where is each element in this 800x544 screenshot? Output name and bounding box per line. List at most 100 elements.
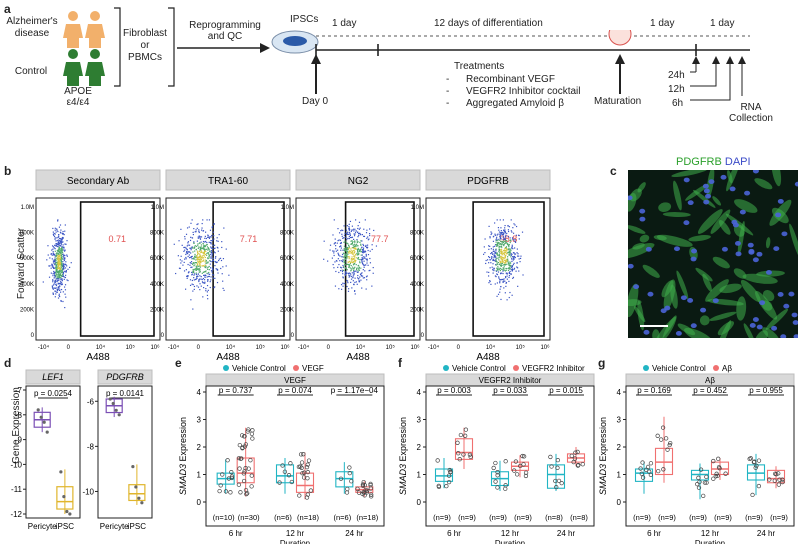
flow-event-dot [502, 281, 504, 283]
cell-process [652, 329, 660, 338]
flow-event-dot [351, 250, 353, 252]
nucleus [752, 170, 759, 174]
flow-event-dot [356, 245, 358, 247]
flow-event-dot [339, 260, 341, 262]
flow-event-dot [489, 259, 491, 261]
flow-event-dot [357, 231, 359, 233]
flow-event-dot [349, 232, 351, 234]
flow-event-dot [503, 243, 505, 245]
flow-event-dot [199, 258, 201, 260]
flow-event-dot [351, 240, 353, 242]
flow-event-dot [354, 254, 356, 256]
data-point [282, 469, 288, 474]
sample-count: (n=9) [489, 513, 507, 522]
panel-label-f: f [398, 356, 402, 370]
flow-event-dot [210, 247, 213, 249]
flow-event-dot [344, 282, 346, 285]
flow-event-dot [329, 249, 331, 251]
flow-event-dot [349, 233, 351, 235]
flow-event-dot [512, 259, 514, 261]
flow-event-dot [195, 266, 197, 268]
data-point [362, 483, 368, 488]
data-point [777, 477, 782, 482]
flow-event-dot [510, 266, 512, 268]
flow-event-dot [205, 262, 207, 265]
flow-event-dot [359, 250, 361, 252]
flow-event-dot [513, 268, 515, 271]
flow-event-dot [360, 279, 362, 281]
flow-event-dot [54, 296, 56, 298]
flow-event-dot [502, 238, 505, 240]
flow-event-dot [503, 268, 505, 270]
flow-event-dot [495, 241, 497, 243]
data-point [444, 483, 449, 489]
flow-event-dot [59, 242, 61, 244]
data-point [458, 432, 464, 438]
flow-event-dot [505, 281, 508, 284]
flow-event-dot [210, 253, 212, 256]
category-label: 24 hr [557, 529, 576, 538]
flow-event-dot [198, 260, 200, 262]
flow-event-dot [338, 288, 340, 290]
legend-swatch [713, 365, 719, 371]
flow-event-dot [179, 259, 181, 261]
flow-event-dot [217, 250, 219, 252]
flow-event-dot [357, 270, 359, 272]
flow-event-dot [358, 228, 360, 230]
flow-event-dot [192, 271, 194, 274]
flow-event-dot [352, 277, 354, 279]
flow-event-dot [514, 239, 516, 241]
flow-event-dot [352, 253, 354, 255]
flow-event-dot [362, 243, 364, 246]
flow-event-dot [348, 247, 351, 249]
flow-event-dot [348, 235, 350, 238]
flow-event-dot [500, 243, 502, 245]
flow-event-dot [334, 242, 336, 244]
flow-event-dot [223, 227, 225, 229]
flow-event-dot [61, 253, 64, 255]
flow-events [42, 219, 72, 309]
flow-event-dot [208, 254, 211, 256]
flow-event-dot [204, 276, 206, 279]
flow-event-dot [194, 278, 197, 281]
flow-event-dot [503, 266, 505, 268]
flow-event-dot [494, 251, 496, 253]
nucleus [687, 298, 694, 303]
flow-event-dot [510, 264, 512, 267]
flow-event-dot [52, 279, 54, 281]
legend-swatch [643, 365, 649, 371]
sample-count: (n=9) [658, 513, 676, 522]
flow-event-dot [52, 251, 54, 253]
sample-count: (n=18) [297, 513, 319, 522]
flow-event-dot [55, 244, 58, 246]
data-point [701, 493, 706, 498]
flow-event-dot [212, 259, 215, 262]
flow-event-dot [209, 251, 211, 253]
flow-event-dot [61, 241, 63, 243]
flow-ytick: 400K [280, 282, 294, 288]
category-label: Pericyte [100, 522, 129, 531]
flow-event-dot [490, 248, 492, 250]
nucleus [744, 190, 751, 196]
data-point [306, 458, 312, 463]
flow-event-dot [205, 248, 208, 250]
cell-process [688, 235, 711, 242]
flow-event-dot [58, 276, 60, 278]
flow-event-dot [496, 239, 498, 242]
flow-event-dot [488, 245, 490, 247]
flow-event-dot [195, 259, 197, 261]
nucleus [756, 251, 763, 257]
flow-xtick: 10⁵ [256, 344, 266, 351]
flow-event-dot [222, 258, 225, 260]
flow-event-dot [343, 249, 346, 252]
rna-collection-label: RNA Collection [729, 102, 773, 124]
flow-xtick: 10⁶ [540, 344, 550, 351]
flow-event-dot [55, 231, 57, 233]
flow-event-dot [511, 257, 513, 260]
flow-event-dot [57, 272, 60, 274]
gate-percent: 0.71 [109, 234, 127, 244]
flow-event-dot [496, 262, 498, 264]
flow-event-dot [352, 255, 355, 257]
flow-event-dot [343, 264, 346, 266]
flow-event-dot [200, 257, 202, 259]
